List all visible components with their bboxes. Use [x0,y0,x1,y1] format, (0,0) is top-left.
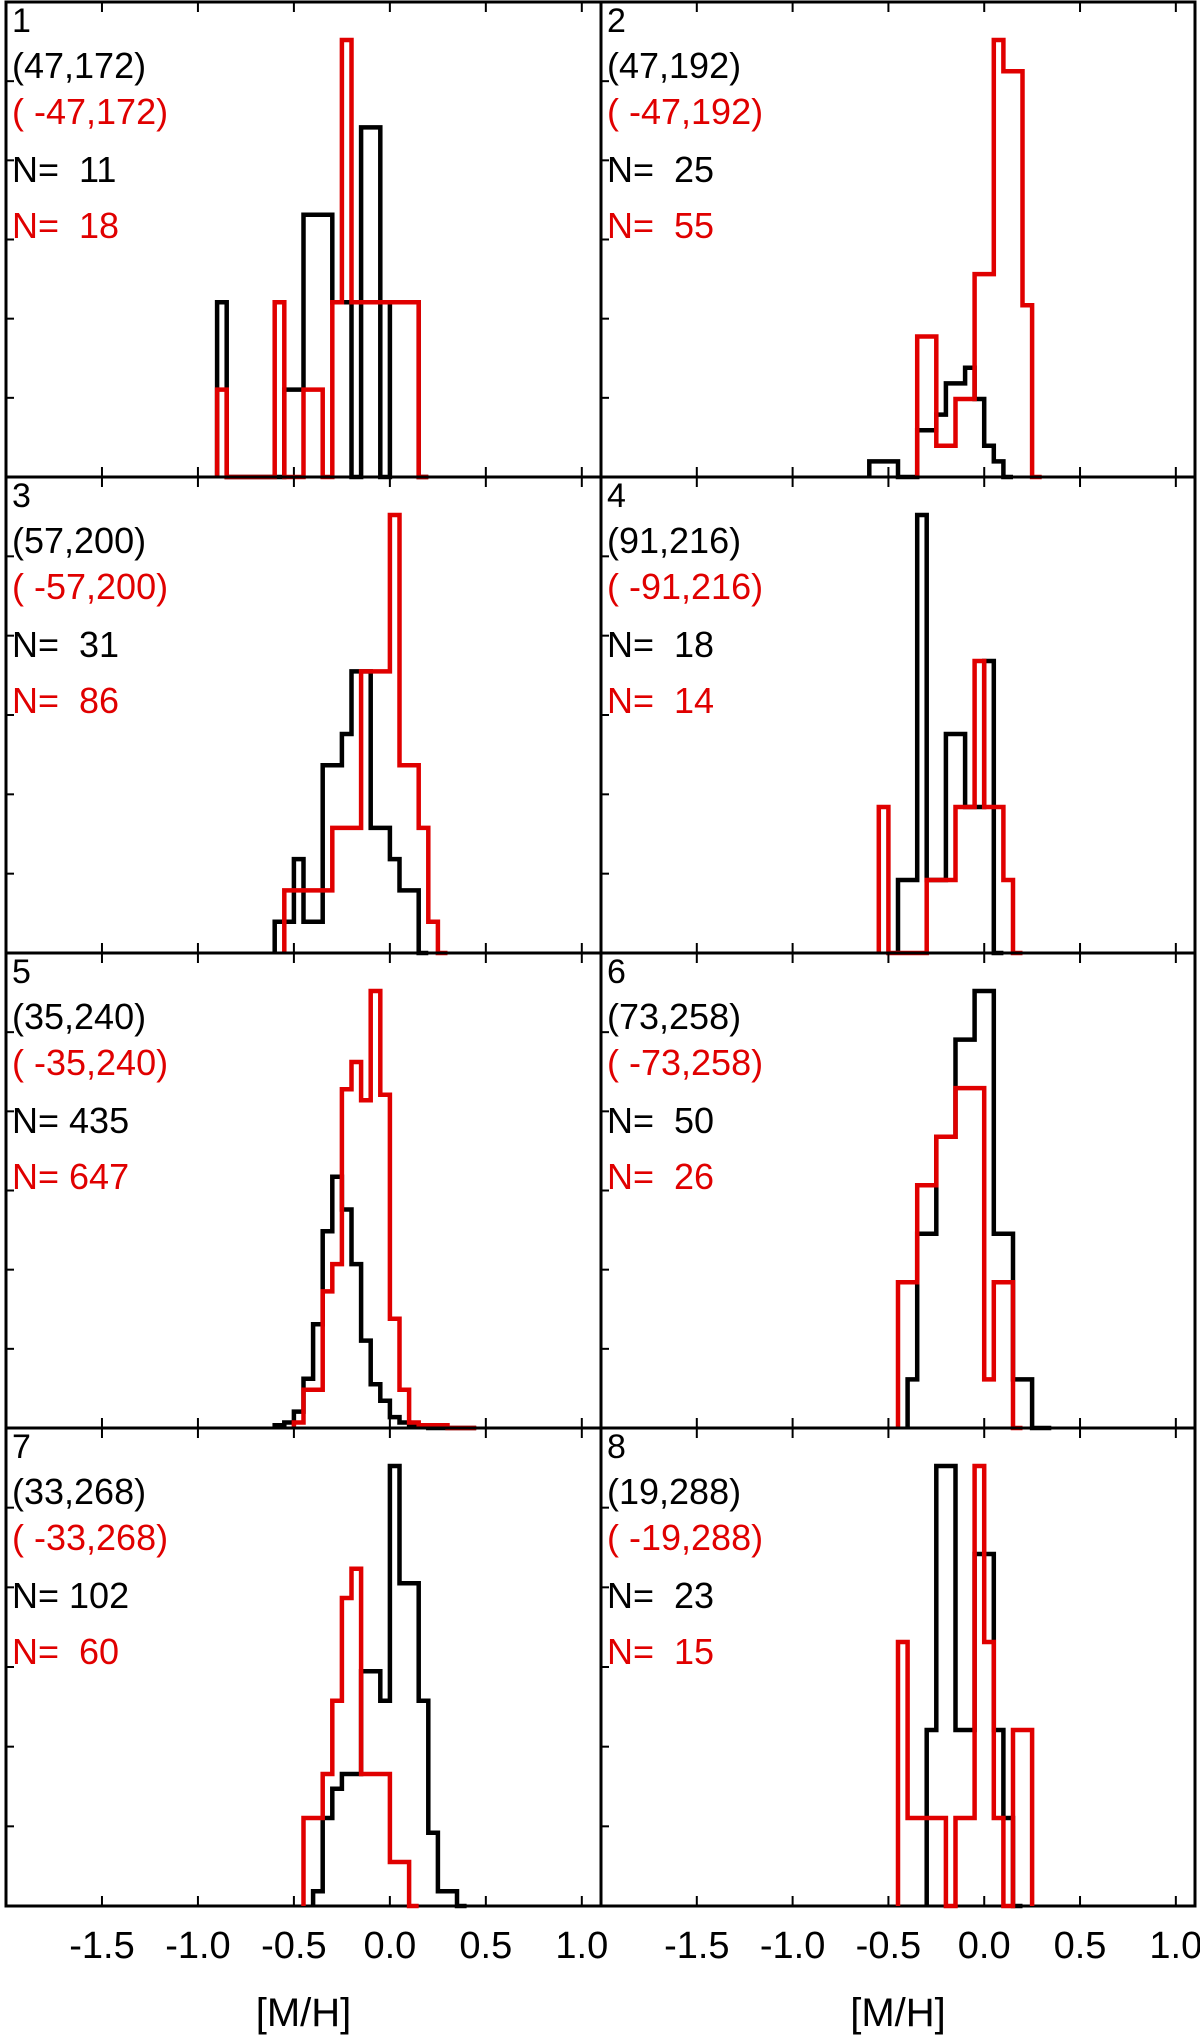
x-tick-label: -1.5 [69,1925,134,1967]
x-tick-label: 1.0 [555,1925,608,1967]
panel-1-n-black: N= 11 [12,149,116,190]
panel-5-n-red: N= 647 [12,1156,129,1197]
x-tick-label: 1.0 [1149,1925,1200,1967]
panel-8-n-black: N= 23 [607,1575,714,1616]
panel-8-n-red: N= 15 [607,1631,714,1672]
panel-4-n-black: N= 18 [607,624,714,665]
panel-2-histogram-red [914,37,1042,480]
x-tick-label: 0.5 [1054,1925,1107,1967]
panel-8-coord-black: (19,288) [607,1471,741,1512]
panel-1-coord-red: ( -47,172) [12,91,168,132]
panel-4-number: 4 [607,477,626,515]
panel-1-n-red: N= 18 [12,205,119,246]
panel-6-histogram-red [895,1085,1023,1431]
panel-6-coord-black: (73,258) [607,996,741,1037]
panel-3-histogram-red [282,512,448,956]
panel-4-coord-red: ( -91,216) [607,566,763,607]
panel-2-coord-red: ( -47,192) [607,91,763,132]
x-tick-label: -0.5 [856,1925,921,1967]
panel-7-coord-red: ( -33,268) [12,1517,168,1558]
panel-5-histogram-red [291,988,477,1431]
x-tick-label: -0.5 [261,1925,326,1967]
panel-3-number: 3 [12,477,31,515]
x-tick-label: 0.0 [363,1925,416,1967]
x-tick-label: -1.5 [664,1925,729,1967]
panel-3-histogram-black [272,669,429,956]
x-tick-label: -1.0 [760,1925,825,1967]
x-axis-label: [M/H] [850,1991,946,2035]
panel-5-coord-red: ( -35,240) [12,1042,168,1083]
panel-7-n-black: N= 102 [12,1575,129,1616]
panel-2-histogram-black [867,365,1013,480]
panel-8-number: 8 [607,1428,626,1466]
panel-8-coord-red: ( -19,288) [607,1517,763,1558]
panel-7-number: 7 [12,1428,31,1466]
panel-6-n-red: N= 26 [607,1156,714,1197]
panel-3-n-red: N= 86 [12,680,119,721]
panel-5-coord-black: (35,240) [12,996,146,1037]
panel-5-n-black: N= 435 [12,1100,129,1141]
panel-2-number: 2 [607,2,626,40]
panel-3-n-black: N= 31 [12,624,119,665]
panel-5-number: 5 [12,953,31,991]
panel-6-number: 6 [607,953,626,991]
panel-1-histogram-red [214,37,429,480]
panel-2-coord-black: (47,192) [607,45,741,86]
x-axis-label: [M/H] [256,1991,352,2035]
panel-7-coord-black: (33,268) [12,1471,146,1512]
panel-7-histogram-black [310,1463,467,1909]
panel-4-histogram-black [895,512,1004,956]
panel-4-n-red: N= 14 [607,680,714,721]
x-tick-label: 0.0 [958,1925,1011,1967]
x-tick-label: 0.5 [459,1925,512,1967]
panel-6-histogram-black [905,988,1052,1431]
panel-7-n-red: N= 60 [12,1631,119,1672]
panel-8-histogram-red [895,1463,1035,1909]
panel-3-coord-red: ( -57,200) [12,566,168,607]
panel-1-coord-black: (47,172) [12,45,146,86]
panel-4-coord-black: (91,216) [607,520,741,561]
panel-2-n-black: N= 25 [607,149,714,190]
panel-3-coord-black: (57,200) [12,520,146,561]
panel-7-histogram-red [301,1566,419,1909]
panel-2-n-red: N= 55 [607,205,714,246]
panel-1-number: 1 [12,2,31,40]
panel-4-histogram-red [876,658,1023,956]
panel-6-coord-red: ( -73,258) [607,1042,763,1083]
x-tick-label: -1.0 [165,1925,230,1967]
panel-6-n-black: N= 50 [607,1100,714,1141]
